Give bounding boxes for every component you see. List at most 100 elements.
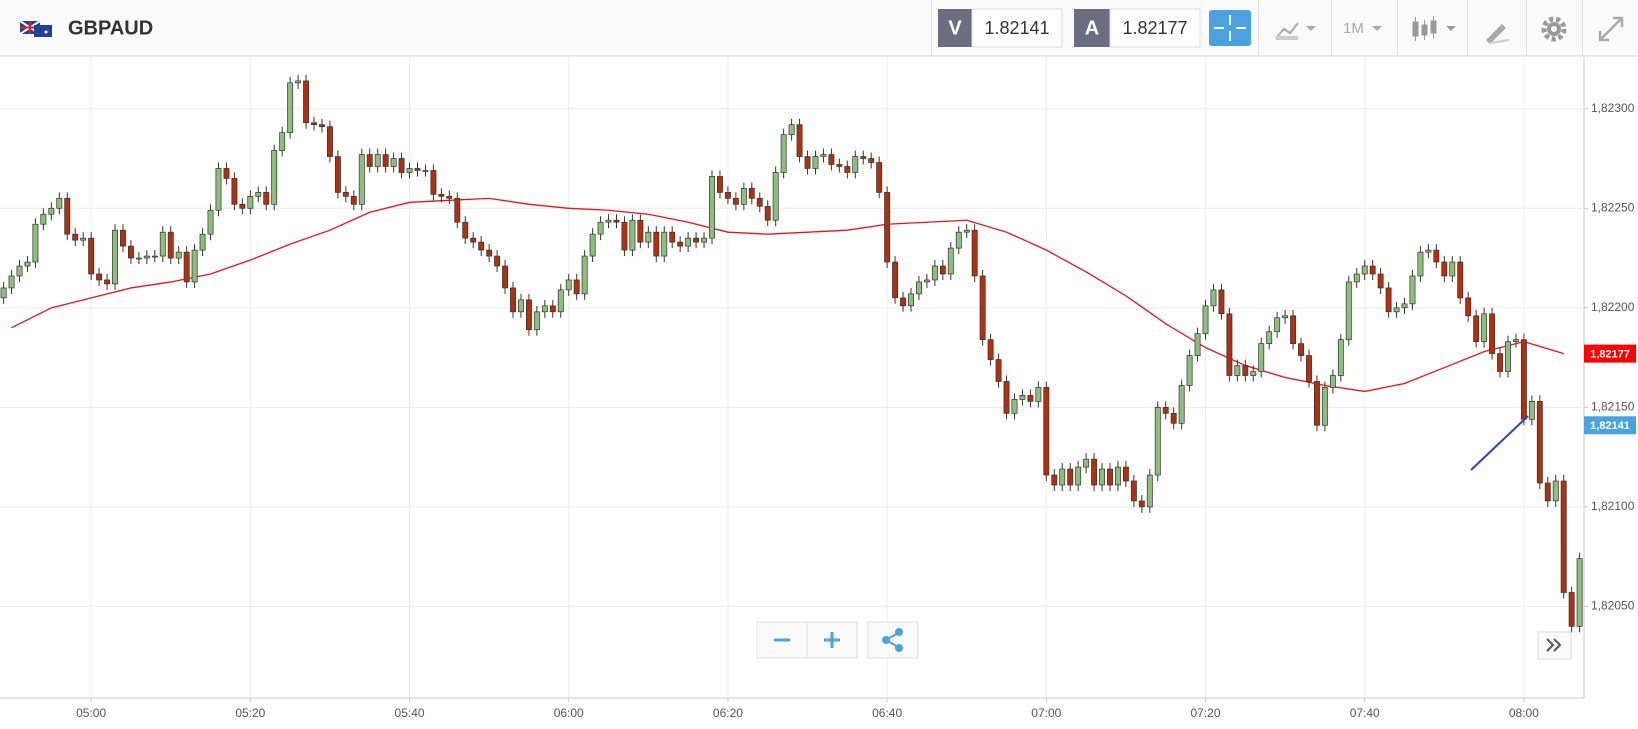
bid-box[interactable]	[971, 8, 1063, 48]
x-tick-label: 07:40	[1350, 706, 1380, 720]
candle-body	[1035, 387, 1042, 402]
candle-body	[693, 237, 700, 243]
expand-button[interactable]	[1598, 16, 1624, 42]
candle-body	[510, 287, 516, 313]
candle-body	[701, 237, 707, 243]
candle-body	[1186, 355, 1193, 386]
candle-body	[629, 219, 636, 251]
candle-body	[1115, 466, 1121, 486]
candle-body	[979, 275, 986, 341]
candle-body	[637, 219, 644, 243]
candle-body	[900, 297, 906, 307]
ma-layer	[11, 197, 1564, 393]
candle-body	[1441, 261, 1448, 277]
candle-body	[677, 241, 684, 247]
ask-box[interactable]	[1109, 8, 1201, 48]
draw-tool-button[interactable]	[1486, 24, 1510, 44]
settings-button[interactable]	[1541, 16, 1567, 42]
y-tick-label: 1,82100	[1591, 499, 1635, 513]
candle-body	[581, 255, 588, 295]
candle-body	[183, 251, 190, 283]
x-tick-label: 05:20	[235, 706, 265, 720]
ask-label[interactable]: A	[1085, 17, 1099, 39]
x-tick-label: 05:00	[76, 706, 106, 720]
candle-body	[1107, 468, 1113, 486]
candle-body	[430, 170, 437, 195]
candle-body	[1234, 365, 1241, 376]
candle-body	[1576, 558, 1583, 627]
candle-body	[868, 158, 875, 163]
candle-body	[175, 251, 182, 259]
candle-body	[995, 359, 1002, 382]
x-tick-label: 06:00	[554, 706, 584, 720]
candle-body	[525, 299, 532, 331]
candle-body	[828, 154, 835, 165]
x-tick-label: 07:20	[1190, 706, 1220, 720]
candle-body	[494, 255, 501, 267]
scroll-to-end-button[interactable]	[1537, 631, 1572, 660]
candle-body	[1481, 313, 1488, 343]
candle-body	[398, 158, 405, 173]
candle-body	[748, 188, 755, 199]
trend-line-drawing[interactable]	[1470, 415, 1529, 471]
candle-body	[406, 168, 413, 173]
ask-label-box[interactable]	[1074, 9, 1110, 47]
candle-body	[1425, 249, 1432, 253]
candle-body	[255, 192, 262, 197]
candle-body	[1568, 592, 1575, 627]
candle-body	[565, 279, 572, 291]
candle-body	[40, 213, 47, 225]
candle-body	[319, 124, 325, 128]
candle-body	[780, 134, 787, 173]
bid-label[interactable]: V	[948, 17, 962, 39]
zoom-in-button[interactable]	[806, 621, 858, 659]
separator	[931, 0, 932, 56]
ask-price[interactable]: 1.82177	[1122, 18, 1187, 38]
candle-body	[533, 311, 540, 331]
candle-body	[844, 166, 851, 173]
candle-body	[1385, 287, 1392, 313]
candle-body	[1520, 339, 1527, 420]
separator	[1526, 0, 1527, 56]
candle-body	[1536, 401, 1543, 484]
chart-type-button[interactable]	[1275, 22, 1316, 40]
candle-body	[1345, 281, 1352, 341]
candle-body	[756, 197, 763, 207]
candle-body	[151, 255, 158, 258]
candle-body	[1433, 249, 1440, 263]
candle-body	[573, 279, 580, 295]
candle-body	[1258, 343, 1265, 372]
candle-body	[382, 154, 389, 167]
timeframe[interactable]: 1M	[1343, 20, 1364, 37]
candle-body	[223, 168, 230, 179]
bid-price[interactable]: 1.82141	[984, 18, 1049, 38]
y-tick-label: 1,82050	[1591, 599, 1635, 613]
candle-body	[159, 231, 166, 257]
crosshair-button[interactable]	[1209, 10, 1251, 46]
price-tag-label: 1,82141	[1590, 420, 1630, 432]
separator	[1397, 0, 1398, 56]
candle-body	[88, 237, 95, 275]
candle-body	[1099, 468, 1105, 486]
zoom-out-button[interactable]	[756, 621, 808, 659]
candle-body	[1298, 343, 1304, 356]
x-tick-label: 07:00	[1031, 706, 1061, 720]
candle-type-button[interactable]	[1412, 16, 1456, 41]
candle-body	[56, 197, 63, 209]
separator	[1582, 0, 1583, 56]
bid-label-box[interactable]	[938, 9, 972, 47]
candle-body	[947, 247, 954, 275]
candle-body	[939, 265, 946, 275]
share-button[interactable]	[867, 621, 919, 659]
candle-body	[1544, 482, 1551, 502]
candle-body	[470, 237, 477, 243]
candle-body	[207, 209, 214, 235]
candle-body	[311, 122, 317, 126]
candle-body	[247, 195, 254, 209]
candle-body	[1218, 289, 1225, 315]
timeframe-caret[interactable]	[1372, 26, 1382, 31]
candle-body	[1043, 387, 1050, 476]
candle-body	[1505, 341, 1511, 372]
price-tag-label: 1,82177	[1590, 349, 1630, 361]
candle-body	[334, 156, 341, 193]
